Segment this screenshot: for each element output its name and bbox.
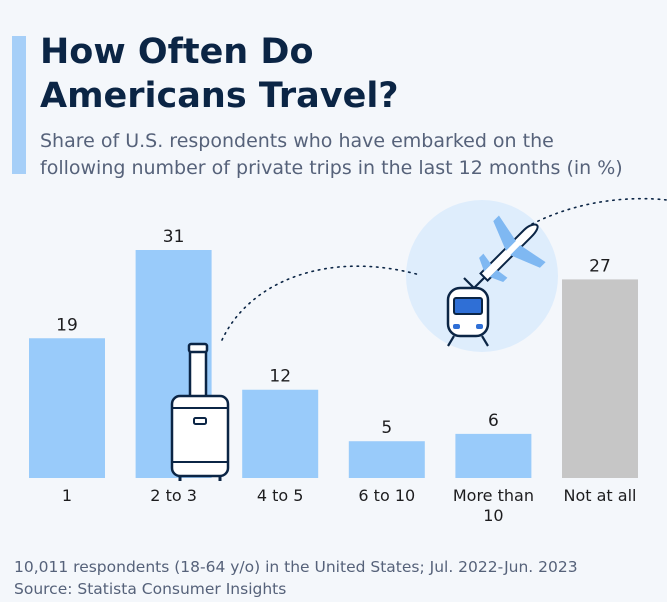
value-label-1: 31: [163, 227, 185, 247]
bar-3: [348, 441, 425, 478]
footer-note: 10,011 respondents (18-64 y/o) in the Un…: [14, 558, 578, 576]
subtitle-line-2: following number of private trips in the…: [40, 157, 623, 179]
train-icon: [446, 277, 490, 347]
value-label-0: 19: [56, 315, 78, 335]
subtitle-line-1: Share of U.S. respondents who have embar…: [40, 130, 554, 152]
page-title: How Often Do Americans Travel?: [40, 30, 640, 118]
value-label-3: 5: [381, 418, 392, 438]
title-accent-bar: [12, 36, 26, 174]
category-label-1: 2 to 3: [150, 486, 197, 505]
bar-4: [455, 433, 532, 478]
value-label-5: 27: [589, 256, 611, 276]
category-label-5: Not at all: [564, 486, 637, 505]
title-line-2: Americans Travel?: [40, 76, 399, 116]
airplane-icon: [479, 215, 546, 282]
category-label-4-0: More than: [453, 486, 534, 505]
bar-2: [242, 389, 319, 478]
bars-group: [29, 250, 638, 478]
footer: 10,011 respondents (18-64 y/o) in the Un…: [14, 556, 578, 600]
category-label-2: 4 to 5: [257, 486, 304, 505]
suitcase-icon: [170, 342, 230, 481]
category-label-4-1: 10: [483, 506, 503, 525]
category-label-3: 6 to 10: [358, 486, 415, 505]
bar-5: [562, 279, 638, 478]
bar-0: [29, 338, 105, 478]
category-label-0: 1: [62, 486, 72, 505]
value-label-2: 12: [269, 367, 291, 387]
footer-source: Source: Statista Consumer Insights: [14, 580, 287, 598]
title-line-1: How Often Do: [40, 32, 314, 72]
value-label-4: 6: [488, 411, 499, 431]
subtitle: Share of U.S. respondents who have embar…: [40, 128, 660, 182]
